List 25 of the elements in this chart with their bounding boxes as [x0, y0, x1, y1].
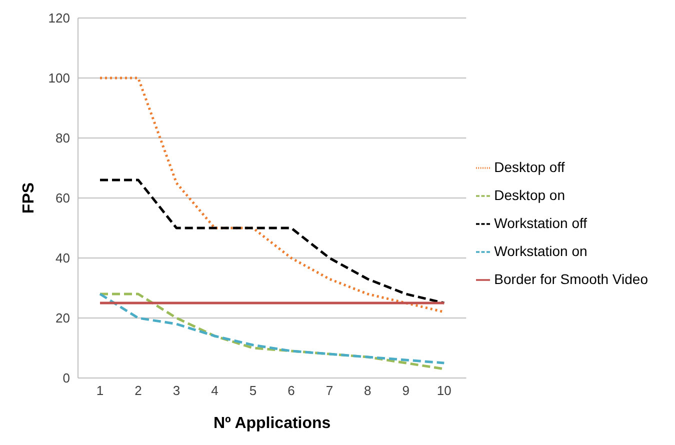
x-tick-label: 4	[211, 383, 218, 398]
legend-label: Desktop on	[494, 187, 565, 203]
legend-label: Desktop off	[494, 159, 565, 175]
y-axis-title: FPS	[20, 182, 38, 214]
x-tick-label: 10	[436, 383, 452, 398]
x-tick-label: 7	[326, 383, 334, 398]
legend-label: Workstation on	[494, 243, 588, 259]
x-tick-label: 3	[172, 383, 180, 398]
x-axis-title: Nº Applications	[213, 415, 331, 432]
x-tick-label: 6	[288, 383, 295, 398]
y-tick-label: 40	[56, 250, 70, 266]
y-tick-label: 80	[56, 130, 70, 146]
x-tick-label: 2	[134, 383, 142, 398]
legend-label: Border for Smooth Video	[494, 271, 648, 287]
y-tick-label: 0	[62, 370, 70, 386]
legend-label: Workstation off	[494, 215, 588, 231]
line-series	[98, 178, 446, 304]
y-tick-label: 120	[48, 10, 70, 26]
x-tick-label: 9	[402, 383, 410, 398]
x-tick-label: 5	[249, 383, 257, 398]
y-tick-label: 20	[56, 310, 70, 326]
x-tick-label: 1	[96, 383, 104, 398]
x-tick-label: 8	[364, 383, 372, 398]
y-tick-label: 100	[48, 70, 70, 86]
y-tick-label: 60	[56, 190, 70, 206]
